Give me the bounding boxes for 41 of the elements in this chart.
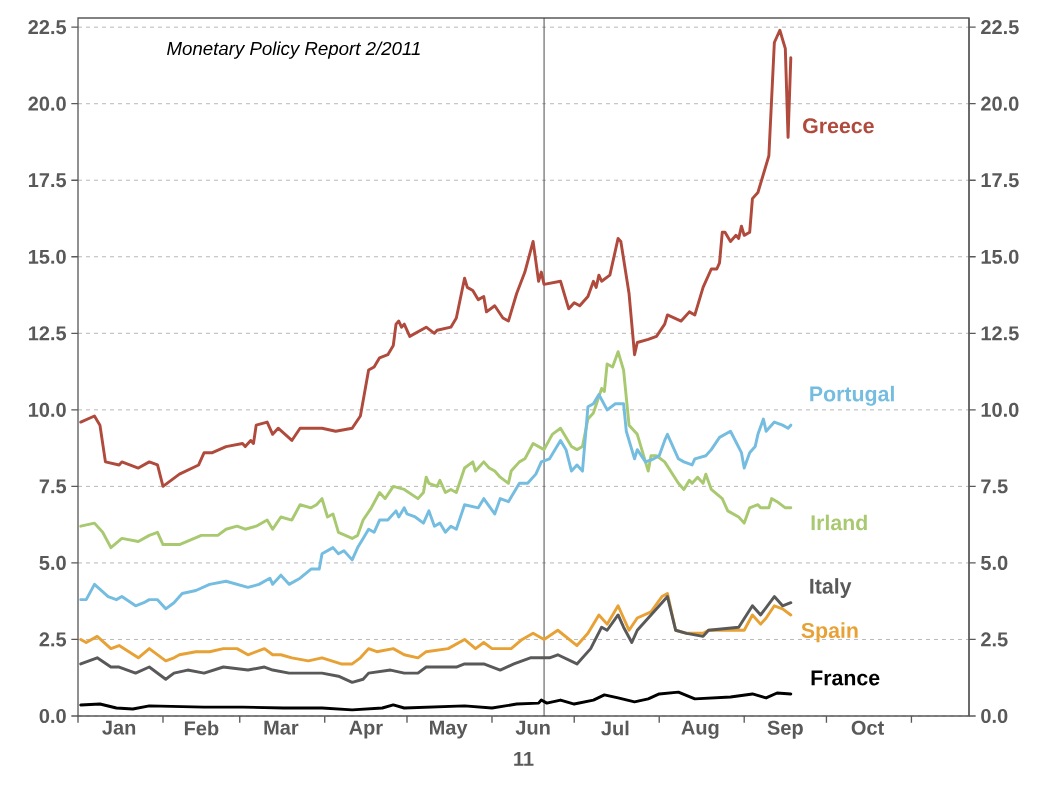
y-tick-label: 10.0: [28, 402, 66, 417]
x-tick-label: Mar: [264, 720, 299, 735]
annotation: Monetary Policy Report 2/2011: [167, 41, 420, 59]
y2-tick-label: 15.0: [981, 249, 1019, 264]
y-tick-label: 0.0: [39, 708, 66, 724]
y2-tick-label: 7.5: [981, 479, 1008, 494]
x-axis-title: 11: [514, 751, 534, 766]
x-tick-label: Aug: [681, 720, 719, 739]
y-tick-label: 2.5: [39, 632, 67, 647]
series-label: Italy: [810, 578, 852, 598]
y-tick-label: 12.5: [28, 326, 67, 341]
y-tick-label: 7.5: [39, 479, 67, 494]
y-tick-label: 20.0: [28, 96, 66, 111]
x-tick-label: May: [430, 720, 468, 739]
y2-tick-label: 17.5: [981, 173, 1019, 188]
line-series: [79, 350, 793, 550]
x-tick-label: Jun: [515, 720, 550, 735]
y-tick-label: 15.0: [28, 249, 66, 264]
y2-tick-label: 12.5: [981, 326, 1019, 341]
x-tick-label: Jul: [601, 720, 629, 736]
line-series: [79, 393, 793, 611]
series-label: France: [811, 670, 880, 686]
series-label: Portugal: [810, 385, 894, 406]
x-tick-label: Apr: [349, 720, 383, 739]
y2-tick-label: 0.0: [981, 708, 1008, 724]
line-series: [79, 690, 793, 712]
y-tick-label: 22.5: [28, 20, 67, 35]
y2-tick-label: 5.0: [980, 555, 1008, 570]
x-tick-label: Oct: [851, 720, 884, 735]
y2-tick-label: 20.0: [981, 96, 1019, 111]
y2-tick-label: 22.5: [981, 20, 1019, 35]
series-label: Spain: [801, 622, 858, 643]
series-label: Greece: [803, 118, 874, 134]
y2-tick-label: 2.5: [981, 632, 1008, 647]
y-tick-label: 5.0: [39, 555, 66, 570]
series-label: Irland: [811, 514, 867, 531]
y-tick-label: 17.5: [28, 173, 67, 188]
x-tick-label: Jan: [102, 720, 136, 735]
x-tick-label: Feb: [184, 720, 219, 736]
y2-tick-label: 10.0: [981, 402, 1019, 417]
x-tick-label: Sep: [767, 720, 803, 739]
